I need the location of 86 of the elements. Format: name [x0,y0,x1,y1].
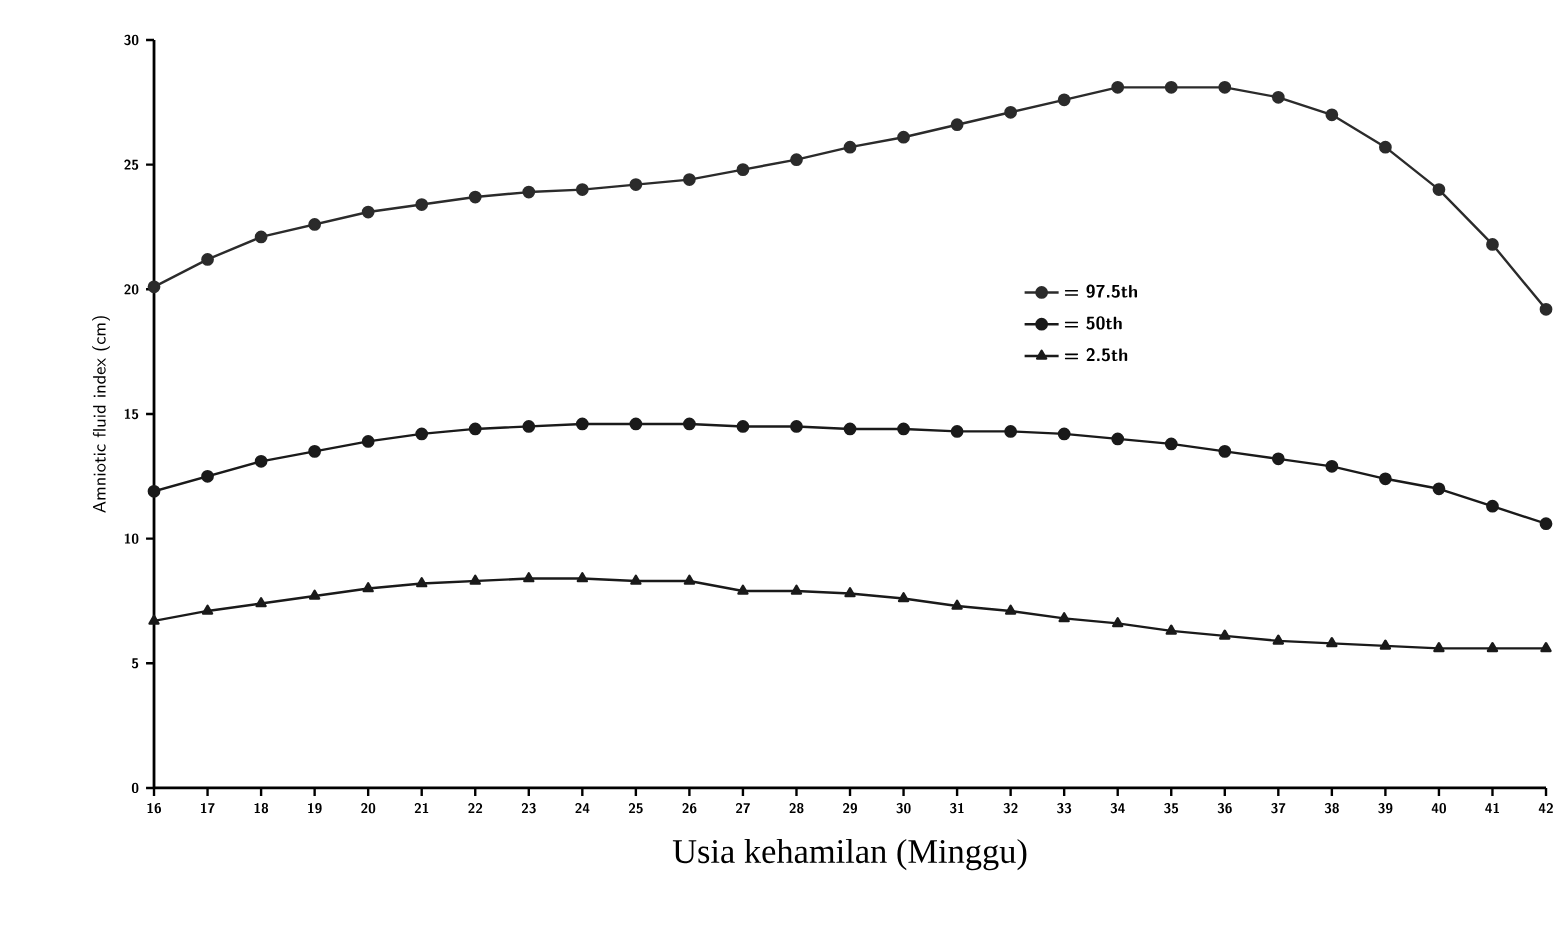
point [790,420,803,433]
point [950,425,964,438]
point [415,427,429,441]
legend-label: = 2.5th [1064,348,1128,362]
point [843,140,857,154]
point [254,454,268,468]
point [950,118,964,132]
point [1004,105,1018,119]
point [1111,432,1125,446]
point [1486,499,1499,513]
point [683,173,696,186]
point [468,422,482,436]
point [790,153,803,167]
point [575,417,589,431]
point [1540,641,1552,653]
point [629,178,643,191]
point [1433,641,1445,653]
point [415,198,429,211]
point [308,589,321,600]
point [630,574,642,585]
point [1058,612,1070,623]
point [1219,629,1231,640]
point [737,584,749,595]
point [148,614,160,625]
point [1379,639,1392,650]
point [147,280,161,294]
point [1164,80,1178,94]
point [629,417,643,431]
point [201,469,214,483]
point [1057,93,1071,107]
point [1004,425,1018,438]
point [1539,517,1553,531]
point [361,205,375,219]
point [576,572,589,583]
point [1111,80,1125,94]
point [308,444,322,458]
point [1326,636,1338,648]
y-axis-title: Amniotic fluid index (cm) [92,316,110,513]
point [1218,80,1232,94]
point [1325,108,1339,122]
point [897,592,910,603]
point [147,484,161,498]
point [575,183,589,196]
point [951,599,963,610]
point [361,435,375,448]
legend-label: = 97.5th [1064,284,1138,298]
point [1325,459,1339,473]
point [308,218,322,231]
point [1379,472,1392,486]
point [736,163,750,177]
point [1432,183,1446,196]
point [255,597,267,608]
point [790,584,803,595]
point [1057,427,1071,441]
point [201,253,214,266]
point [1271,452,1285,466]
point [1004,604,1017,615]
point [254,230,268,244]
point [522,420,536,433]
point [416,577,428,588]
point [1112,617,1124,628]
point [1486,641,1499,653]
point [897,422,910,436]
point [1379,140,1392,154]
point [683,574,696,585]
point [843,422,857,436]
point [1165,624,1177,635]
point [1271,90,1285,104]
point [468,190,482,204]
point [844,587,856,598]
point [1539,302,1553,316]
point [1164,437,1178,451]
point [523,572,535,583]
point [362,582,374,593]
point [736,420,750,433]
point [1218,444,1232,458]
point [1432,482,1446,496]
point [1272,634,1285,645]
x-axis-title: Usia kehamilan (Minggu) [672,838,1027,871]
point [683,417,696,431]
point [469,574,481,585]
legend-label: = 50th [1064,316,1122,330]
point [1486,238,1499,251]
point [522,185,536,199]
point [201,604,214,615]
point [897,130,910,144]
